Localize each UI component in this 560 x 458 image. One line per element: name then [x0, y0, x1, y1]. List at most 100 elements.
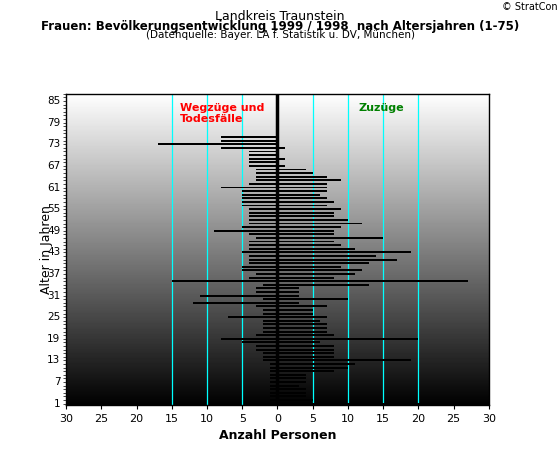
Bar	[278, 165, 284, 167]
Bar	[278, 298, 348, 300]
Bar	[278, 284, 369, 286]
Bar	[278, 323, 327, 325]
Bar	[278, 255, 376, 257]
Bar	[242, 266, 278, 268]
Bar	[242, 201, 278, 203]
Bar	[278, 345, 334, 347]
Bar	[249, 244, 278, 246]
Bar	[278, 341, 320, 344]
Y-axis label: Alter in Jahren: Alter in Jahren	[40, 205, 53, 294]
Bar	[278, 302, 298, 304]
Bar	[270, 392, 278, 394]
Bar	[278, 388, 306, 390]
Bar	[278, 320, 320, 322]
Text: 55: 55	[47, 204, 60, 214]
Bar	[263, 356, 278, 358]
Text: 49: 49	[47, 226, 60, 236]
Bar	[256, 172, 278, 174]
Bar	[249, 161, 278, 164]
Bar	[221, 136, 278, 138]
Bar	[249, 165, 278, 167]
Bar	[278, 208, 341, 210]
Bar	[278, 194, 320, 196]
Bar	[242, 197, 278, 199]
Bar	[249, 151, 278, 153]
Bar	[278, 201, 334, 203]
Bar	[278, 219, 348, 221]
Bar	[270, 388, 278, 390]
Bar	[256, 169, 278, 170]
X-axis label: Anzahl Personen: Anzahl Personen	[219, 429, 336, 442]
Bar	[278, 395, 306, 398]
Bar	[263, 284, 278, 286]
Bar	[249, 262, 278, 264]
Bar	[263, 331, 278, 333]
Text: Wegzüge und
Todesfälle: Wegzüge und Todesfälle	[180, 103, 265, 125]
Bar	[278, 316, 327, 318]
Bar	[278, 331, 327, 333]
Text: 19: 19	[47, 334, 60, 344]
Bar	[256, 349, 278, 350]
Bar	[270, 377, 278, 379]
Bar	[242, 194, 278, 196]
Bar	[278, 327, 327, 329]
Bar	[263, 312, 278, 315]
Bar	[242, 205, 278, 207]
Bar	[263, 320, 278, 322]
Bar	[278, 366, 348, 369]
Text: 7: 7	[54, 377, 60, 387]
Bar	[278, 277, 334, 278]
Text: 43: 43	[47, 247, 60, 257]
Bar	[228, 316, 278, 318]
Bar	[214, 230, 278, 232]
Bar	[221, 186, 278, 189]
Bar	[278, 363, 355, 365]
Bar	[278, 352, 334, 354]
Bar	[256, 345, 278, 347]
Text: 67: 67	[47, 161, 60, 171]
Bar	[278, 262, 369, 264]
Bar	[278, 183, 327, 185]
Bar	[278, 338, 418, 340]
Bar	[256, 291, 278, 293]
Bar	[278, 356, 334, 358]
Bar	[278, 273, 355, 275]
Text: (Datenquelle: Bayer. LA f. Statistik u. DV, München): (Datenquelle: Bayer. LA f. Statistik u. …	[146, 30, 414, 40]
Text: 73: 73	[47, 139, 60, 149]
Bar	[278, 269, 362, 271]
Bar	[278, 360, 412, 361]
Bar	[249, 258, 278, 261]
Text: 85: 85	[47, 96, 60, 106]
Bar	[256, 176, 278, 178]
Bar	[278, 147, 284, 149]
Bar	[278, 287, 298, 289]
Bar	[249, 208, 278, 210]
Text: Landkreis Traunstein: Landkreis Traunstein	[215, 10, 345, 23]
Bar	[249, 158, 278, 160]
Bar	[278, 190, 327, 192]
Bar	[278, 374, 306, 376]
Bar	[249, 223, 278, 224]
Bar	[278, 377, 306, 379]
Bar	[278, 186, 327, 189]
Bar	[278, 237, 383, 239]
Text: Zuzüge: Zuzüge	[358, 103, 404, 113]
Bar	[278, 251, 412, 253]
Bar	[278, 309, 312, 311]
Bar	[263, 298, 278, 300]
Bar	[249, 233, 278, 235]
Bar	[278, 248, 355, 250]
Bar	[278, 180, 341, 181]
Bar	[242, 269, 278, 271]
Bar	[263, 352, 278, 354]
Bar	[256, 180, 278, 181]
Bar	[256, 334, 278, 336]
Text: 13: 13	[47, 355, 60, 365]
Bar	[172, 280, 278, 282]
Bar	[249, 219, 278, 221]
Bar	[221, 140, 278, 142]
Bar	[278, 258, 397, 261]
Bar	[278, 392, 306, 394]
Bar	[249, 154, 278, 156]
Bar	[242, 190, 278, 192]
